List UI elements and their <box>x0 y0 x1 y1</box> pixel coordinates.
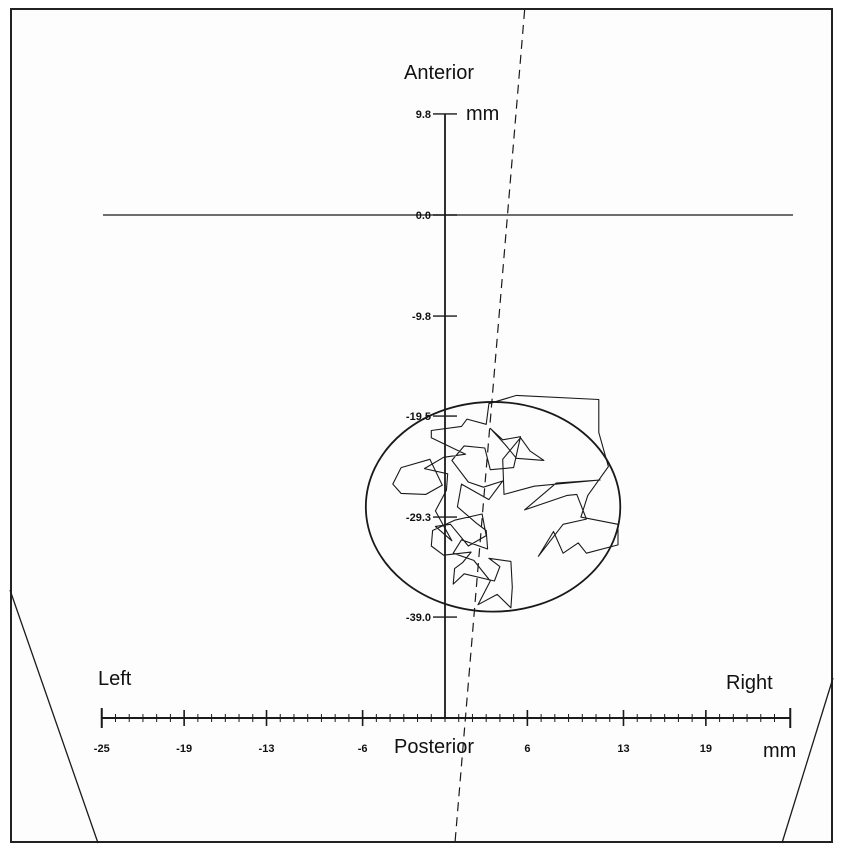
y-tick-label: -39.0 <box>406 612 431 624</box>
x-tick-label: 19 <box>700 743 712 755</box>
x-tick-label: -6 <box>358 743 368 755</box>
y-tick-label: -9.8 <box>412 311 431 323</box>
posterior-label: Posterior <box>394 736 474 758</box>
right-label: Right <box>726 672 773 694</box>
sway-loop <box>392 458 444 495</box>
chart-frame <box>10 8 833 843</box>
y-tick-label: 0.0 <box>416 210 431 222</box>
x-tick-label: 6 <box>524 743 530 755</box>
left-label: Left <box>98 668 132 690</box>
frame-diagonal-right <box>781 677 834 844</box>
sway-path <box>423 394 619 609</box>
x-unit-label: mm <box>763 740 796 762</box>
anterior-label: Anterior <box>404 62 474 84</box>
frame-diagonal-left <box>9 589 99 844</box>
x-tick-label: 13 <box>617 743 629 755</box>
y-unit-label: mm <box>466 103 499 125</box>
x-tick-label: -13 <box>259 743 275 755</box>
y-tick-label: -19.5 <box>406 411 431 423</box>
y-tick-label: -29.3 <box>406 512 431 524</box>
reference-dashed-line <box>454 9 526 844</box>
x-tick-label: -19 <box>176 743 192 755</box>
y-tick-label: 9.8 <box>416 109 431 121</box>
x-tick-label: -25 <box>94 743 110 755</box>
